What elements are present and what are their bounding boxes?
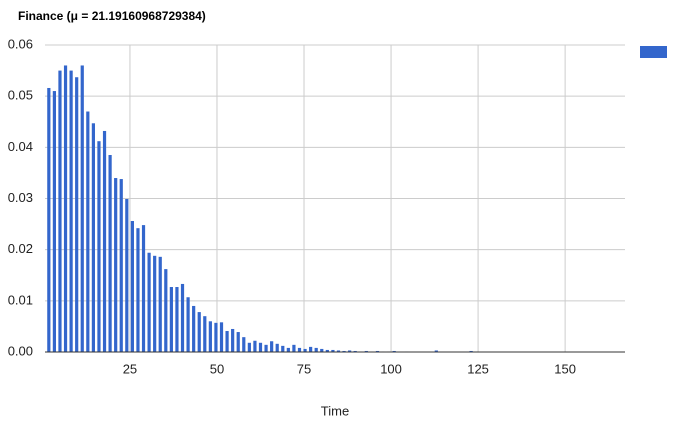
bar (125, 199, 129, 352)
bar (214, 322, 218, 352)
bar (47, 87, 51, 352)
bar (130, 221, 134, 352)
x-tick-label: 75 (297, 361, 311, 376)
y-tick-label: 0.00 (8, 343, 33, 358)
bar (392, 350, 396, 352)
bar (325, 349, 329, 352)
y-tick-label: 0.06 (8, 36, 33, 51)
bar (91, 123, 95, 352)
bar (375, 350, 380, 352)
bar (169, 287, 173, 352)
bar (164, 269, 168, 352)
bar (75, 77, 79, 353)
bar (353, 350, 357, 352)
bar (208, 321, 212, 352)
x-tick-label: 25 (123, 361, 137, 376)
bar (175, 287, 179, 352)
bar (469, 350, 473, 352)
bar (114, 178, 118, 352)
bar (97, 141, 101, 352)
bar (108, 155, 112, 352)
bar (434, 350, 438, 352)
bar (303, 348, 307, 352)
legend-swatch (640, 46, 667, 58)
y-tick-label: 0.01 (8, 292, 33, 307)
x-tick-label: 125 (467, 361, 489, 376)
bar (219, 322, 224, 352)
bar (225, 331, 229, 352)
bar (141, 225, 146, 352)
bar (270, 341, 274, 352)
bar (231, 328, 235, 352)
y-tick-label: 0.05 (8, 88, 33, 103)
y-tick-label: 0.03 (8, 190, 33, 205)
bar (242, 337, 246, 352)
bar (342, 350, 346, 352)
bar (58, 70, 62, 352)
bar (186, 297, 190, 352)
bar (236, 332, 240, 352)
bar (63, 65, 68, 352)
bar (331, 349, 335, 352)
bar (309, 346, 313, 352)
bar (69, 70, 73, 352)
bar (86, 111, 90, 353)
bar (364, 350, 368, 352)
bar (275, 343, 279, 352)
bar (258, 342, 263, 352)
bar (102, 130, 107, 352)
bar (197, 312, 201, 352)
bar (348, 350, 352, 352)
bar (52, 91, 56, 353)
bar (314, 347, 318, 352)
bar (320, 348, 324, 352)
bar (80, 65, 84, 352)
bar (153, 255, 157, 352)
x-tick-label: 50 (210, 361, 224, 376)
bar (247, 342, 251, 352)
bar (336, 350, 341, 352)
bar (119, 179, 123, 352)
bar (136, 228, 140, 352)
chart-title: Finance (μ = 21.19160968729384) (18, 9, 206, 23)
bar (292, 344, 296, 352)
y-tick-label: 0.02 (8, 241, 33, 256)
x-axis-label: Time (321, 403, 349, 418)
bar (286, 347, 290, 352)
bar (147, 252, 151, 352)
y-tick-label: 0.04 (8, 139, 33, 154)
bar (180, 283, 185, 352)
bar (297, 347, 302, 352)
x-tick-label: 150 (554, 361, 576, 376)
bar (203, 316, 207, 352)
bar (192, 305, 196, 352)
bar (264, 344, 268, 352)
bar (281, 345, 285, 352)
bar (253, 340, 257, 352)
x-tick-label: 100 (380, 361, 402, 376)
bar (158, 256, 162, 352)
